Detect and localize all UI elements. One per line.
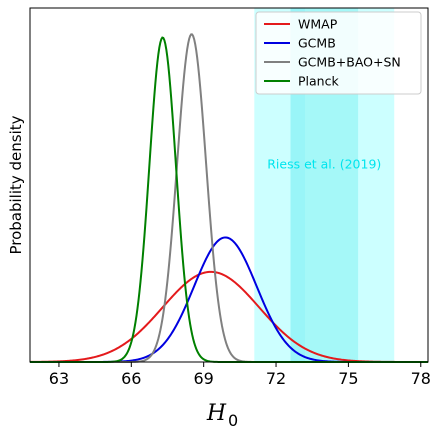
x-axis-label-main: H — [206, 401, 227, 426]
x-tick-label: 75 — [338, 369, 358, 388]
x-tick-label: 78 — [411, 369, 431, 388]
legend: WMAP GCMB GCMB+BAO+SN Planck — [255, 11, 422, 95]
x-axis-ticks: 63 66 69 72 75 78 — [49, 362, 431, 388]
y-axis-label: Probability density — [7, 115, 25, 254]
legend-box — [255, 11, 422, 95]
legend-label: Planck — [298, 74, 339, 89]
riess-annotation: Riess et al. (2019) — [267, 157, 381, 172]
legend-label: GCMB+BAO+SN — [298, 55, 401, 70]
x-tick-label: 63 — [49, 369, 69, 388]
plot-frame — [29, 7, 429, 363]
legend-label: WMAP — [298, 17, 338, 32]
x-tick-label: 69 — [193, 369, 213, 388]
x-tick-label: 66 — [121, 369, 141, 388]
x-tick-label: 72 — [266, 369, 286, 388]
x-axis-label-subscript: 0 — [228, 411, 238, 426]
legend-label: GCMB — [298, 36, 336, 51]
x-axis-label: H — [206, 401, 227, 426]
